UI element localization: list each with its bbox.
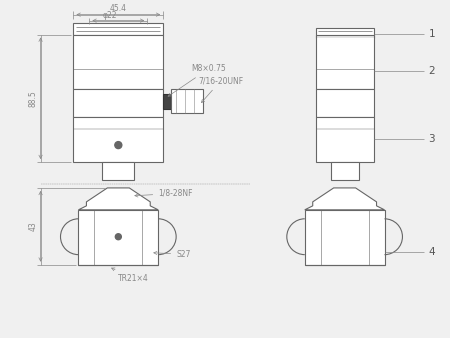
Text: M8×0.75: M8×0.75 — [168, 65, 226, 96]
Bar — [73, 34, 163, 89]
Bar — [316, 89, 374, 117]
Text: 1/8-28NF: 1/8-28NF — [135, 189, 193, 198]
Text: 4: 4 — [428, 247, 435, 257]
Bar — [78, 210, 158, 265]
Text: 2: 2 — [428, 66, 435, 76]
Text: 45.4: 45.4 — [110, 4, 127, 13]
Bar — [73, 89, 163, 117]
Text: 7/16-20UNF: 7/16-20UNF — [198, 76, 243, 103]
Bar — [171, 89, 203, 113]
Bar — [103, 162, 134, 180]
Text: S27: S27 — [154, 250, 190, 259]
Circle shape — [115, 142, 122, 149]
Bar — [316, 117, 374, 162]
Bar — [163, 94, 171, 109]
Circle shape — [115, 234, 122, 240]
Text: 1: 1 — [428, 28, 435, 39]
Text: φ22: φ22 — [103, 10, 117, 20]
Polygon shape — [305, 188, 384, 210]
Text: 3: 3 — [428, 134, 435, 144]
Bar — [305, 210, 384, 265]
Text: 43: 43 — [29, 221, 38, 231]
Text: TR21×4: TR21×4 — [112, 268, 149, 283]
Bar — [73, 23, 163, 34]
Bar — [316, 28, 374, 38]
Bar — [316, 34, 374, 89]
Bar — [331, 162, 359, 180]
Bar — [73, 117, 163, 162]
Polygon shape — [78, 188, 158, 210]
Text: 88.5: 88.5 — [29, 90, 38, 107]
